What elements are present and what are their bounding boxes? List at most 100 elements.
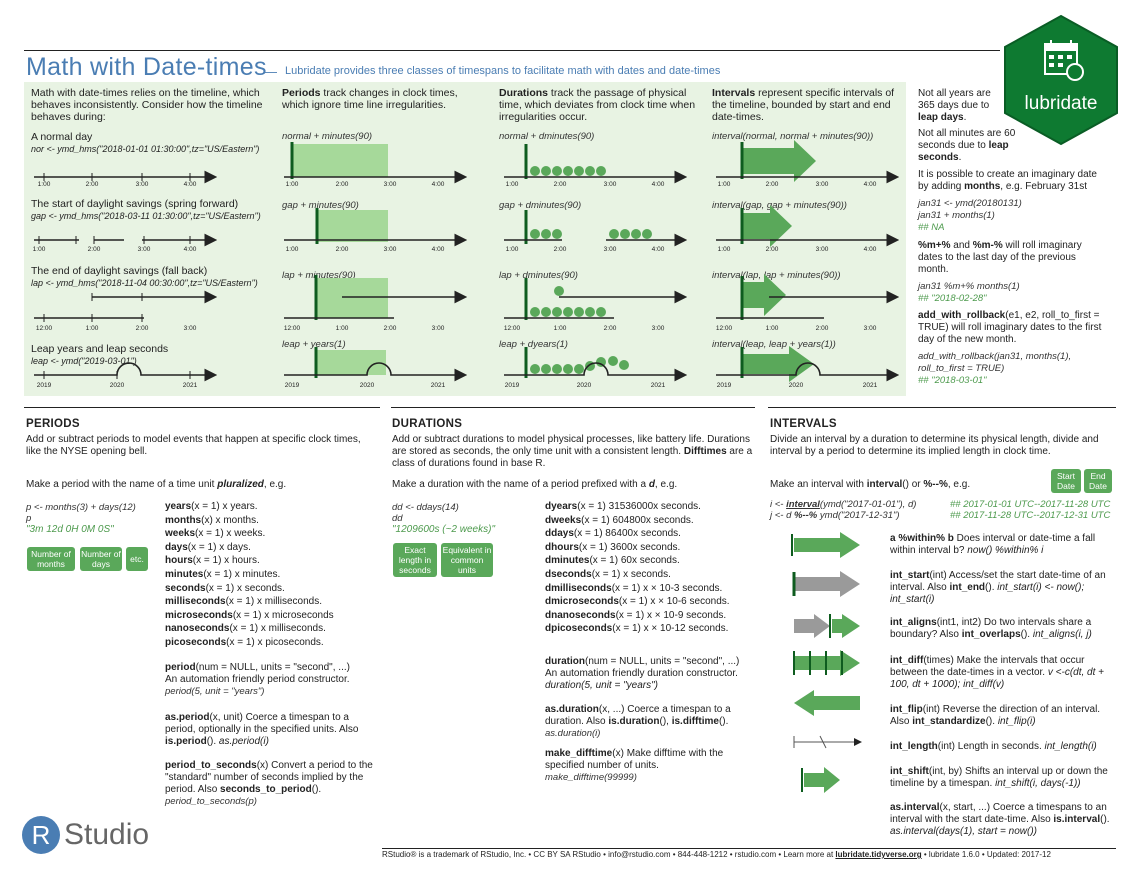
svg-text:2:00: 2:00	[604, 325, 617, 332]
fn-make-difftime: make_difftime(x) Make difftime with the …	[545, 748, 724, 783]
col3-row2	[504, 210, 688, 247]
col1-leap-timeline	[34, 362, 218, 382]
svg-text:2021: 2021	[183, 382, 198, 389]
svg-text:2:00: 2:00	[766, 181, 779, 188]
durations-make: Make a duration with the name of a perio…	[392, 479, 678, 490]
svg-text:3:00: 3:00	[136, 181, 149, 188]
col3-row4	[504, 347, 688, 382]
svg-text:2:00: 2:00	[554, 181, 567, 188]
svg-text:1:00: 1:00	[766, 325, 779, 332]
intervals-title: INTERVALS	[770, 418, 837, 430]
col3-row3	[504, 278, 688, 320]
list-item: minutes(x = 1) x minutes.	[165, 568, 281, 580]
int-aligns-icon	[794, 614, 860, 638]
list-item: milliseconds(x = 1) x milliseconds.	[165, 596, 322, 608]
col4-row2-code: interval(gap, gap + minutes(90))	[712, 200, 847, 211]
fn-int-aligns: int_aligns(int1, int2) Do two intervals …	[890, 617, 1092, 640]
col4-row4-code: interval(leap, leap + years(1))	[712, 339, 836, 350]
svg-text:2019: 2019	[717, 382, 732, 389]
svg-text:2021: 2021	[431, 382, 446, 389]
period-functions-list: years(x = 1) x years. months(x) x months…	[165, 500, 334, 650]
row3-code: lap <- ymd_hms("2018-11-04 00:30:00",tz=…	[31, 278, 258, 288]
row3-title: The end of daylight savings (fall back)	[31, 265, 208, 277]
col2-row1	[284, 142, 468, 184]
svg-text:1:00: 1:00	[38, 181, 51, 188]
svg-text:2020: 2020	[110, 382, 125, 389]
periods-title: PERIODS	[26, 418, 80, 430]
int-length-icon	[793, 735, 862, 749]
svg-text:3:00: 3:00	[138, 246, 151, 253]
svg-text:4:00: 4:00	[432, 246, 445, 253]
pill-start-date: Start Date	[1051, 469, 1081, 493]
svg-text:4:00: 4:00	[864, 246, 877, 253]
fn-int-diff: int_diff(times) Make the intervals that …	[890, 655, 1105, 690]
list-item: dseconds(x = 1) x seconds.	[545, 568, 671, 580]
note-roll: %m+% and %m-% will roll imaginary dates …	[918, 240, 1082, 275]
footer-link[interactable]: lubridate.tidyverse.org	[835, 850, 922, 859]
svg-text:2020: 2020	[577, 382, 592, 389]
col4-row1-code: interval(normal, normal + minutes(90))	[712, 131, 874, 142]
svg-text:1:00: 1:00	[506, 181, 519, 188]
row4-title: Leap years and leap seconds	[31, 343, 169, 355]
intervals-rule	[768, 407, 1116, 408]
fn-period: period(num = NULL, units = "second", ...…	[165, 662, 350, 697]
svg-text:2:00: 2:00	[554, 246, 567, 253]
list-item: microseconds(x = 1) x microseconds	[165, 609, 334, 621]
list-item: picoseconds(x = 1) x picoseconds.	[165, 636, 324, 648]
svg-text:2021: 2021	[863, 382, 878, 389]
svg-text:4:00: 4:00	[432, 181, 445, 188]
col2-row4	[284, 347, 468, 382]
row1-code: nor <- ymd_hms("2018-01-01 01:30:00",tz=…	[31, 144, 260, 154]
svg-text:2:00: 2:00	[336, 181, 349, 188]
col1-normal-timeline	[34, 170, 218, 184]
pill-equivalent-units: Equivalent in common units	[441, 543, 493, 577]
col3-row1-code: normal + dminutes(90)	[499, 131, 595, 142]
list-item: days(x = 1) x days.	[165, 541, 251, 553]
row2-code: gap <- ymd_hms("2018-03-11 01:30:00",tz=…	[31, 211, 261, 221]
col3-intro: Durations track the passage of physical …	[499, 87, 696, 123]
intervals-make: Make an interval with interval() or %--%…	[770, 479, 971, 490]
svg-text:2:00: 2:00	[384, 325, 397, 332]
list-item: dhours(x = 1) 3600x seconds.	[545, 541, 681, 553]
col3-row3-code: lap + dminutes(90)	[499, 270, 578, 281]
durations-desc: Add or subtract durations to model physi…	[392, 434, 753, 469]
svg-text:1:00: 1:00	[286, 246, 299, 253]
svg-text:4:00: 4:00	[864, 181, 877, 188]
svg-text:2:00: 2:00	[88, 246, 101, 253]
rstudio-logo-circle: R	[22, 816, 60, 854]
list-item: dyears(x = 1) 31536000x seconds.	[545, 501, 701, 512]
periods-make: Make a period with the name of a time un…	[26, 479, 287, 490]
svg-text:2020: 2020	[789, 382, 804, 389]
svg-text:1:00: 1:00	[286, 181, 299, 188]
list-item: seconds(x = 1) x seconds.	[165, 582, 285, 594]
svg-text:2:00: 2:00	[336, 246, 349, 253]
note-rollback: add_with_rollback(e1, e2, roll_to_first …	[918, 310, 1102, 345]
col4-intro: Intervals represent specific intervals o…	[712, 87, 895, 123]
page-subtitle: Lubridate provides three classes of time…	[285, 65, 721, 77]
svg-text:12:00: 12:00	[36, 325, 53, 332]
fn-int-shift: int_shift(int, by) Shifts an interval up…	[890, 766, 1108, 789]
col1-lap-timeline	[34, 290, 218, 322]
col2-row2	[284, 208, 468, 247]
pill-number-of-days: Number of days	[80, 547, 122, 571]
list-item: dmilliseconds(x = 1) x × 10-3 seconds.	[545, 582, 723, 594]
svg-text:3:00: 3:00	[384, 181, 397, 188]
list-item: nanoseconds(x = 1) x milliseconds.	[165, 623, 326, 635]
note-code-1: jan31 <- ymd(20180131) jan31 + months(1) #…	[918, 198, 1022, 233]
int-flip-icon	[794, 690, 860, 716]
intervals-code-right: ## 2017-01-01 UTC--2017-11-28 UTC ## 201…	[950, 499, 1111, 521]
calendar-icon	[1044, 40, 1084, 81]
list-item: dmicroseconds(x = 1) x × 10-6 seconds.	[545, 596, 730, 608]
svg-text:1:00: 1:00	[718, 246, 731, 253]
fn-int-length: int_length(int) Length in seconds. int_l…	[890, 741, 1097, 752]
col1-gap-timeline	[34, 233, 218, 247]
list-item: months(x) x months.	[165, 514, 259, 526]
fn-within: a %within% b Does interval or date-time …	[890, 533, 1096, 556]
svg-text:12:00: 12:00	[716, 325, 733, 332]
intervals-desc: Divide an interval by a duration to dete…	[770, 434, 1099, 457]
footer-text: RStudio® is a trademark of RStudio, Inc.…	[382, 850, 1051, 859]
col4-row4	[716, 346, 900, 382]
svg-text:2021: 2021	[651, 382, 666, 389]
pill-end-date: End Date	[1084, 469, 1112, 493]
pill-exact-length: Exact length in seconds	[393, 543, 437, 577]
